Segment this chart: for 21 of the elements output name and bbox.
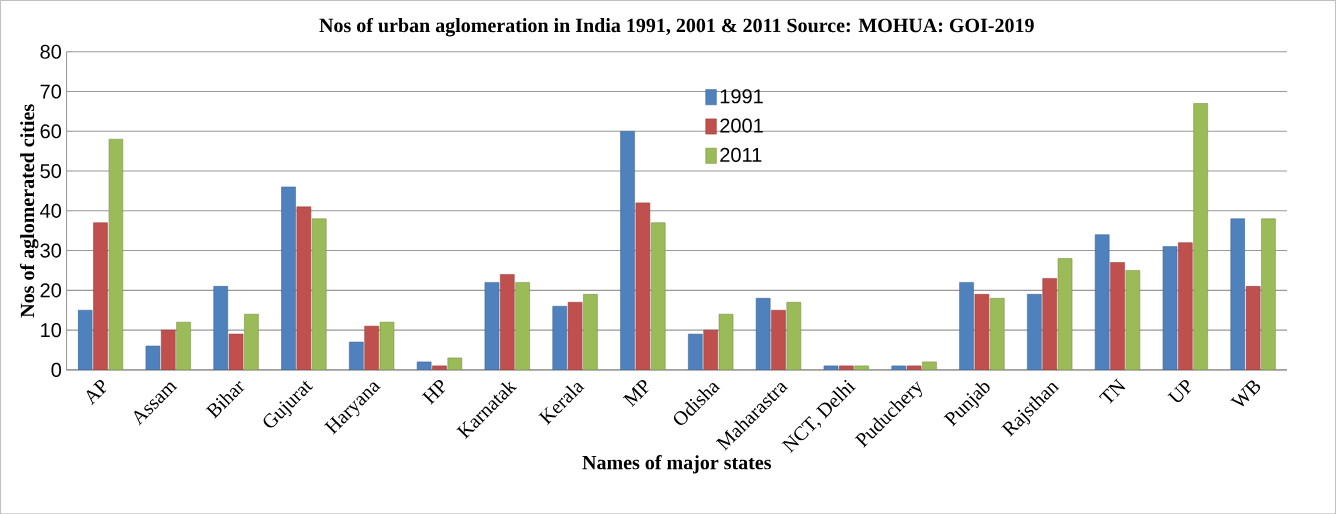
x-axis-title: Names of major states — [582, 454, 772, 474]
x-tick-label: UP — [1167, 379, 1192, 402]
y-tick-label: 0 — [51, 362, 62, 377]
x-tick-label: HP — [421, 379, 446, 405]
legend-label: 2011 — [720, 147, 762, 162]
y-tick-label: 50 — [40, 163, 62, 178]
x-tick-label: WB — [1230, 380, 1261, 407]
y-tick-label: 80 — [40, 44, 62, 59]
x-tick-label: AP — [86, 379, 107, 405]
legend-label: 1991 — [720, 89, 763, 104]
chart-title: Nos of urban aglomeration in India 1991, 2001 & 2011 Source: MOHUA: GOI-2019 — [319, 17, 1034, 37]
y-tick-label: 20 — [40, 283, 62, 298]
y-tick-label: 10 — [41, 322, 62, 338]
x-tick-label: TN — [1098, 378, 1126, 404]
legend-label: 2001 — [720, 118, 763, 133]
x-tick-label: MP — [622, 379, 649, 407]
y-tick-label: 70 — [40, 84, 62, 99]
y-axis-title: Nos of aglomerated cities — [19, 104, 39, 318]
y-tick-label: 60 — [40, 124, 62, 139]
y-tick-label: 30 — [40, 243, 62, 258]
y-tick-label: 40 — [40, 203, 62, 218]
